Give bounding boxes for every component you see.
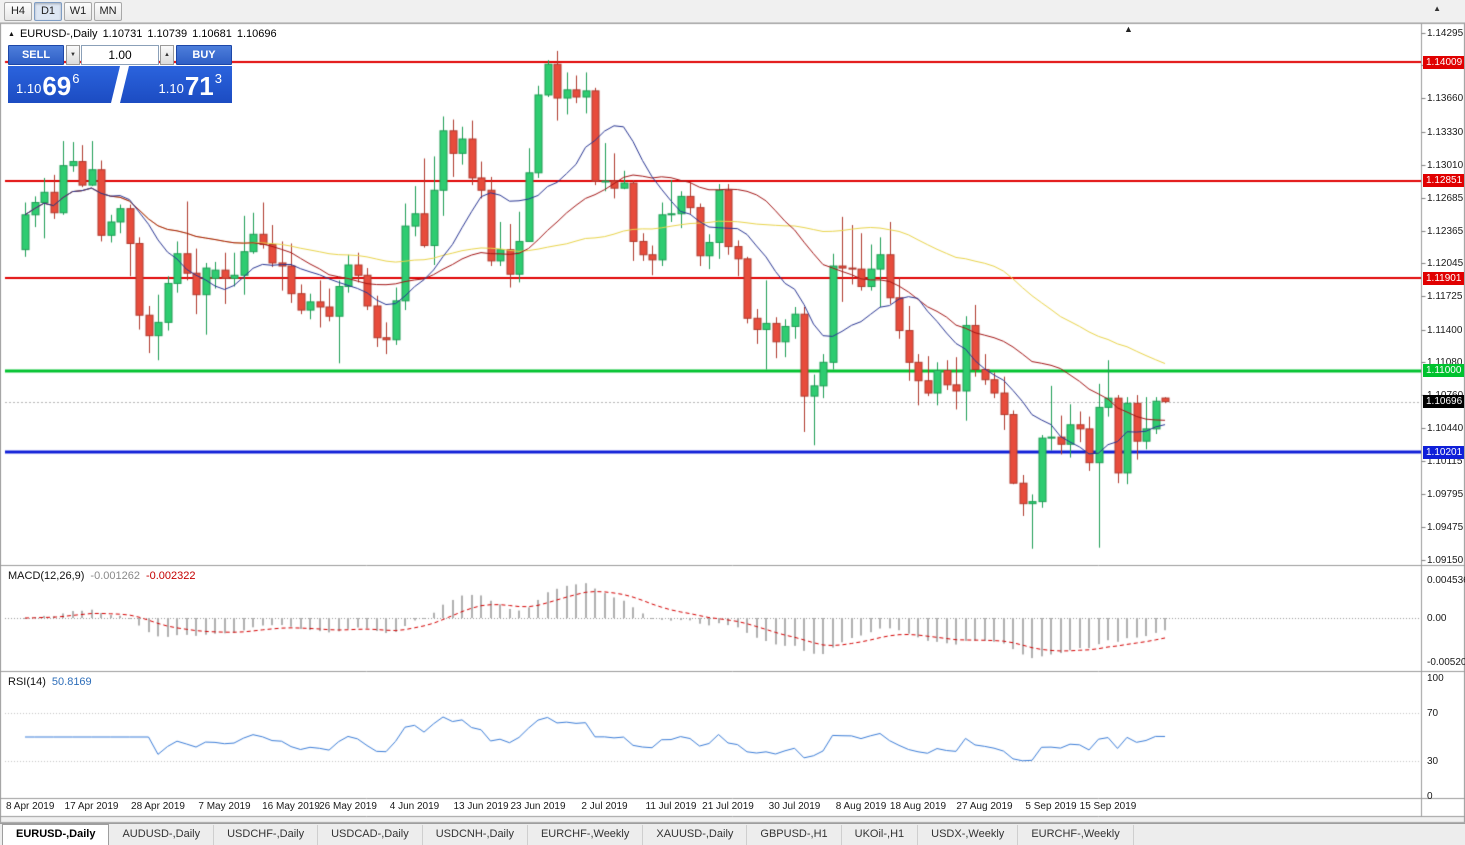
- buy-price-prefix: 1.10: [158, 81, 184, 96]
- chart-tab[interactable]: AUDUSD-,Daily: [109, 825, 215, 845]
- chart-title-marker-icon: ▲: [8, 30, 15, 38]
- chart-tab[interactable]: XAUUSD-,Daily: [643, 825, 748, 845]
- chart-tab[interactable]: GBPUSD-,H1: [747, 825, 842, 845]
- sell-button[interactable]: SELL: [8, 45, 64, 65]
- rsi-value: 50.8169: [51, 676, 92, 688]
- chart-shift-marker-icon[interactable]: ▲: [1124, 24, 1133, 34]
- volume-increment-button[interactable]: ▲: [160, 45, 174, 65]
- timeframe-button-d1[interactable]: D1: [34, 1, 62, 21]
- volume-input[interactable]: [81, 45, 159, 65]
- sell-price-big: 69: [42, 71, 72, 101]
- buy-button[interactable]: BUY: [176, 45, 232, 65]
- spinner-up-icon: ▲: [164, 52, 170, 58]
- buy-price-sup: 3: [214, 71, 222, 86]
- timeframe-button-h4[interactable]: H4: [4, 1, 32, 21]
- macd-name: MACD(12,26,9): [8, 570, 85, 582]
- one-click-trading-panel: SELL ▼ ▲ BUY 1.10 69 6 1.10 71 3: [8, 45, 232, 103]
- toolbar-expand-icon[interactable]: ▲: [1433, 4, 1441, 13]
- macd-indicator-label: MACD(12,26,9) -0.001262 -0.002322: [8, 570, 196, 582]
- chart-tab[interactable]: EURUSD-,Daily: [2, 824, 110, 845]
- ohlc-open: 1.10731: [102, 28, 143, 40]
- sell-price-sup: 6: [72, 71, 80, 86]
- chart-tab[interactable]: EURCHF-,Weekly: [528, 825, 644, 845]
- timeframe-button-mn[interactable]: MN: [94, 1, 122, 21]
- chart-tab[interactable]: UKOil-,H1: [842, 825, 919, 845]
- bottom-tab-bar: EURUSD-,Daily AUDUSD-,Daily USDCHF-,Daily U…: [0, 823, 1465, 845]
- buy-price-big: 71: [184, 71, 214, 101]
- timeframe-toolbar: H4 D1 W1 MN ▲: [0, 0, 1465, 23]
- sell-price-display[interactable]: 1.10 69 6: [8, 66, 120, 103]
- chart-tab[interactable]: USDCNH-,Daily: [423, 825, 528, 845]
- ohlc-close: 1.10696: [236, 28, 277, 40]
- macd-signal-value: -0.002322: [145, 570, 196, 582]
- chart-tab[interactable]: USDX-,Weekly: [918, 825, 1019, 845]
- chart-symbol-label: EURUSD-,Daily: [19, 28, 98, 40]
- spinner-down-icon: ▼: [70, 52, 76, 58]
- rsi-indicator-label: RSI(14) 50.8169: [8, 676, 92, 688]
- buy-price-display[interactable]: 1.10 71 3: [120, 66, 232, 103]
- ohlc-high: 1.10739: [147, 28, 188, 40]
- macd-main-value: -0.001262: [90, 570, 140, 582]
- chart-tab[interactable]: USDCHF-,Daily: [214, 825, 319, 845]
- sell-price-prefix: 1.10: [16, 81, 42, 96]
- chart-tab[interactable]: USDCAD-,Daily: [318, 825, 423, 845]
- chart-title: ▲ EURUSD-,Daily 1.10731 1.10739 1.10681 …: [8, 28, 277, 40]
- volume-decrement-button[interactable]: ▼: [66, 45, 80, 65]
- timeframe-button-w1[interactable]: W1: [64, 1, 92, 21]
- rsi-name: RSI(14): [8, 676, 46, 688]
- chart-tab[interactable]: EURCHF-,Weekly: [1018, 825, 1134, 845]
- volume-control: ▼ ▲: [66, 45, 174, 65]
- ohlc-low: 1.10681: [192, 28, 232, 40]
